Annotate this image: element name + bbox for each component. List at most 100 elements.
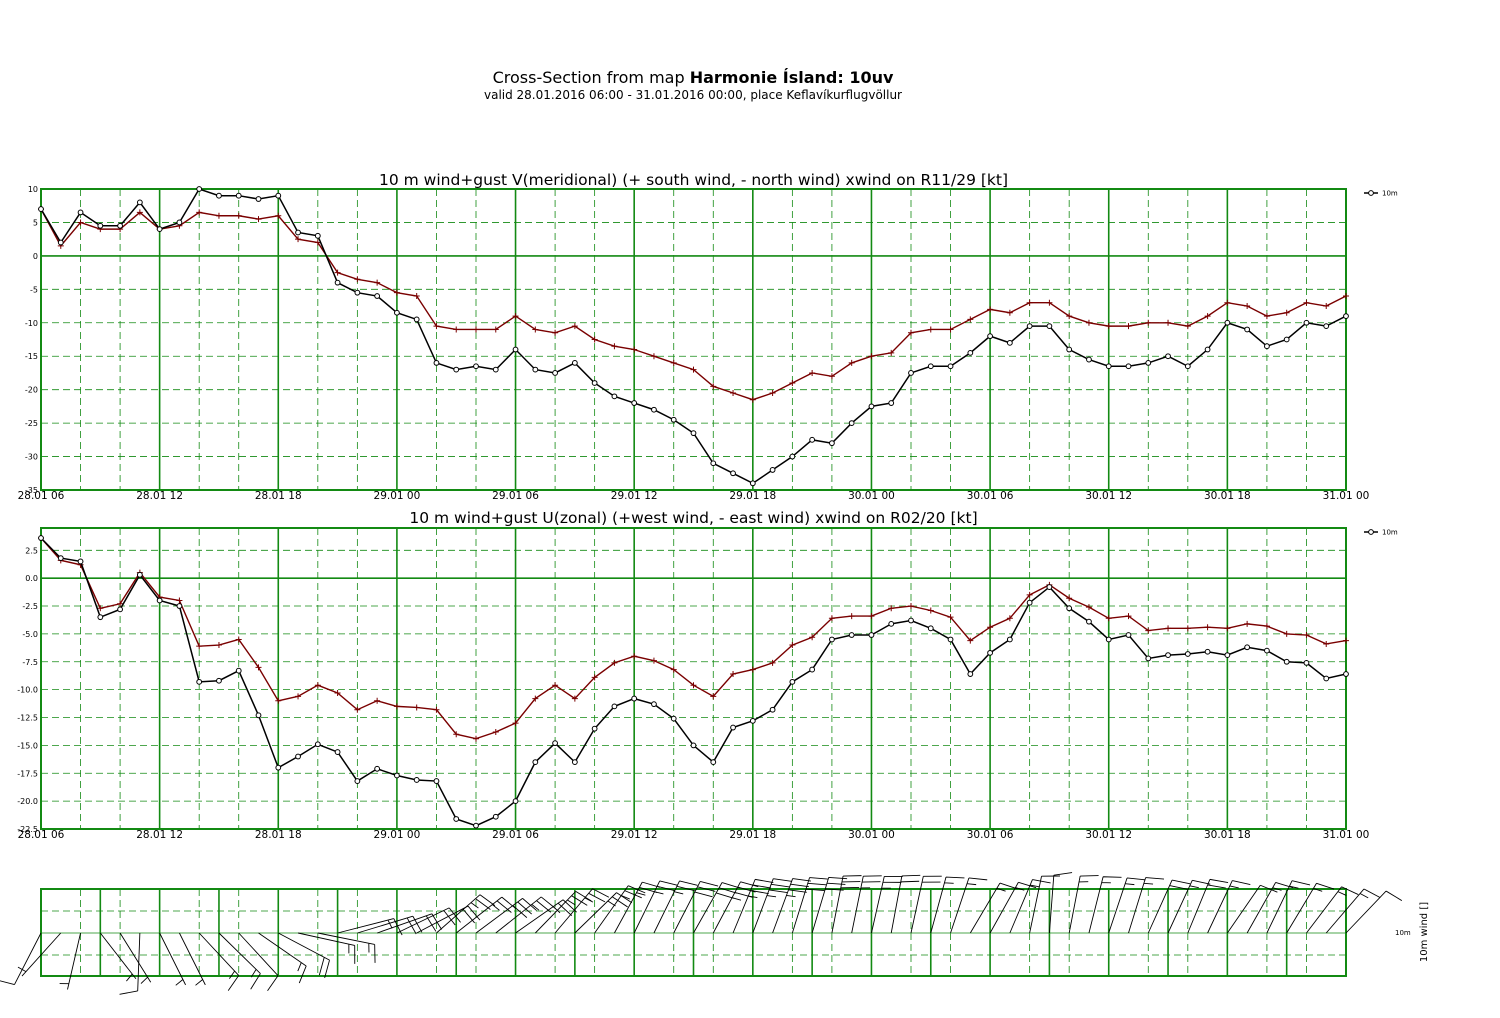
wind-point (394, 309, 400, 316)
wind-point (1283, 658, 1290, 665)
gust-point (1046, 299, 1053, 306)
gust-point (809, 634, 816, 641)
wind-barb (1325, 888, 1381, 934)
wind-point (769, 467, 776, 473)
wind-point (1283, 336, 1290, 343)
gust-point (532, 695, 539, 702)
page-title: Cross-Section from map Harmonie Ísland: … (0, 68, 1386, 87)
wind-point (453, 366, 460, 373)
y-tick-label: -30 (25, 453, 38, 462)
gust-point (1224, 625, 1231, 632)
wind-barb (297, 932, 356, 964)
wind-point (255, 196, 262, 202)
x-tick-label: 29.01 12 (611, 490, 658, 502)
wind-point (888, 400, 895, 406)
wind-barb (515, 899, 577, 934)
gust-point (1105, 615, 1112, 622)
page-title-bold: Harmonie Ísland: 10uv (689, 68, 894, 87)
wind-point (196, 186, 203, 192)
wind-point (532, 366, 539, 373)
gust-point (314, 239, 321, 246)
gust-point (1204, 624, 1211, 631)
x-tick-label: 30.01 18 (1204, 829, 1251, 841)
wind-point (552, 370, 558, 376)
gust-point (769, 659, 776, 666)
wind-point (631, 695, 638, 702)
wind-point (433, 360, 440, 366)
gust-point (354, 706, 361, 713)
wind-point (769, 706, 776, 713)
gust-point (828, 373, 835, 380)
gust-point (749, 666, 756, 673)
wind-point (809, 666, 816, 673)
wind-point (275, 764, 282, 771)
y-tick-label: 10 (28, 185, 38, 194)
wind-point (1323, 323, 1330, 330)
wind-point (552, 740, 558, 747)
wind-barb (811, 876, 848, 934)
gust-point (255, 664, 262, 671)
wind-point (57, 555, 64, 561)
wind-barb (278, 932, 330, 979)
wind-point (1026, 323, 1033, 330)
x-tick-label: 31.01 00 (1323, 490, 1370, 502)
wind-point (789, 678, 796, 685)
wind-barb (1147, 879, 1191, 934)
plot-frame (40, 527, 1347, 830)
wind-point (809, 436, 816, 443)
wind-point (374, 765, 381, 772)
wind-point (1066, 605, 1073, 612)
wind-point (235, 667, 242, 674)
gust-point (591, 336, 598, 343)
y-tick-label: -22.5 (17, 825, 38, 834)
wind-point (334, 279, 341, 286)
wind-point (354, 289, 361, 296)
wind-point (97, 222, 104, 229)
x-tick-label: 30.01 12 (1085, 829, 1132, 841)
gust-point (908, 603, 914, 610)
wind-point (651, 701, 657, 708)
gust-point (136, 209, 143, 216)
gust-point (1105, 323, 1112, 330)
wind-barb (594, 885, 646, 934)
wind-point (829, 440, 835, 447)
wind-point (473, 363, 479, 370)
wind-point (57, 239, 64, 246)
gust-point (235, 212, 242, 219)
gust-point (789, 642, 796, 649)
wind-point (117, 222, 123, 229)
gust-point (1263, 313, 1270, 320)
wind-point (1145, 360, 1152, 366)
y-tick-label: -20 (25, 386, 38, 395)
wind-point (1244, 644, 1251, 651)
wind-series-line (40, 537, 1347, 827)
gust-point (650, 353, 657, 360)
y-tick-label: 0 (33, 252, 38, 261)
gust-point (532, 326, 539, 333)
gust-point (552, 682, 559, 689)
wind-point (1145, 655, 1152, 662)
wind-barb (712, 881, 759, 934)
panel-meridional: 10 m wind+gust V(meridional) (+ south wi… (18, 171, 1398, 502)
gust-point (730, 390, 737, 397)
y-tick-label: -7.5 (22, 658, 38, 667)
page-title-prefix: Cross-Section from map (492, 68, 690, 87)
wind-point (690, 742, 697, 749)
gust-point (848, 359, 855, 366)
x-tick-label: 30.01 18 (1204, 490, 1251, 502)
wind-barb (1345, 890, 1403, 934)
x-tick-label: 28.01 12 (136, 829, 183, 841)
wind-barb (455, 896, 517, 934)
wind-point (235, 192, 242, 199)
wind-point (334, 749, 341, 755)
y-tick-label: -5.0 (22, 630, 38, 639)
gust-point (1085, 319, 1092, 326)
gust-point (433, 706, 440, 713)
wind-barb (752, 878, 792, 934)
wind-barb (99, 932, 137, 982)
x-tick-label: 29.01 12 (611, 829, 658, 841)
wind-barb (17, 932, 62, 977)
gust-point (967, 316, 974, 323)
wind-point (789, 453, 796, 460)
